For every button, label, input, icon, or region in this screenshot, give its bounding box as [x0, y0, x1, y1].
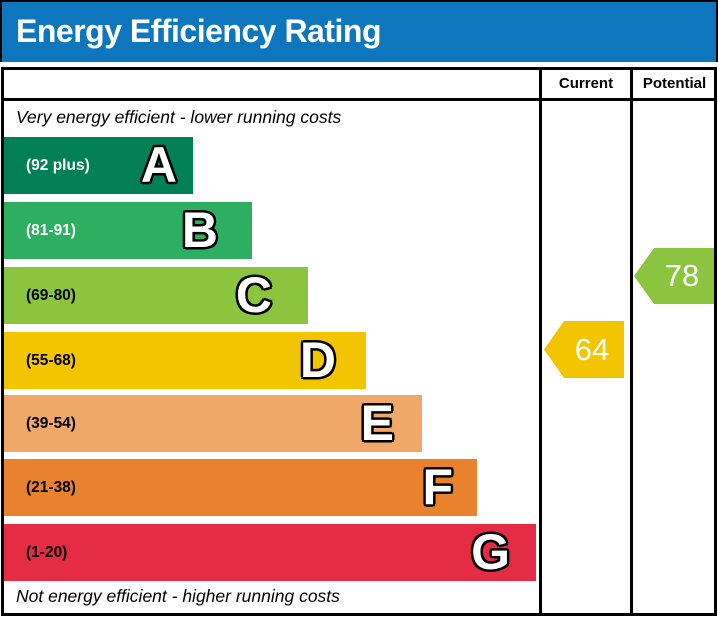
band-letter: E [360, 395, 394, 451]
caption-not-efficient: Not energy efficient - higher running co… [16, 586, 340, 606]
potential-value: 78 [664, 258, 700, 293]
band-range-label: (1-20) [26, 544, 68, 561]
band-letter: F [422, 459, 453, 515]
column-divider-potential [630, 67, 633, 616]
band-f: (21-38) F [4, 459, 477, 516]
band-a: (92 plus) A [4, 137, 193, 194]
band-range-label: (21-38) [26, 479, 76, 496]
page-title: Energy Efficiency Rating [16, 13, 381, 49]
band-c: (69-80) C [4, 267, 308, 324]
column-divider-current [539, 67, 542, 616]
current-value: 64 [574, 331, 610, 367]
band-letter: A [140, 137, 177, 193]
band-range-label: (92 plus) [26, 157, 90, 174]
column-header-current: Current [558, 75, 614, 92]
column-header-potential: Potential [642, 75, 707, 92]
band-letter: G [471, 524, 510, 580]
band-letter: D [299, 332, 336, 388]
header-row-divider [1, 98, 717, 101]
caption-very-efficient: Very energy efficient - lower running co… [16, 107, 342, 127]
band-g: (1-20) G [4, 524, 536, 581]
band-range-label: (55-68) [26, 352, 76, 369]
band-d: (55-68) D [4, 332, 366, 389]
band-range-label: (69-80) [26, 287, 76, 304]
band-letter: B [181, 202, 218, 258]
band-b: (81-91) B [4, 202, 252, 259]
banner: Energy Efficiency Rating [0, 0, 718, 62]
band-letter: C [235, 267, 272, 323]
band-e: (39-54) E [4, 395, 422, 452]
band-range-label: (39-54) [26, 415, 76, 432]
band-range-label: (81-91) [26, 222, 76, 239]
